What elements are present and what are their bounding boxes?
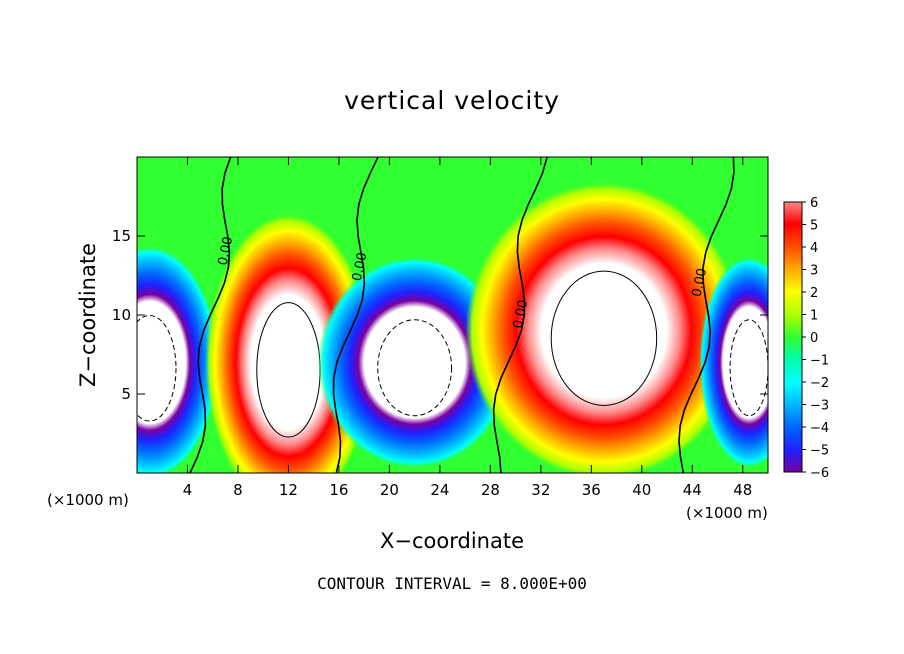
inner-contour <box>377 319 453 417</box>
y-axis-title: Z−coordinate <box>76 243 100 387</box>
x-tick-label: 32 <box>531 481 550 499</box>
y-tick-label: 15 <box>112 227 131 245</box>
x-tick-label: 8 <box>233 481 243 499</box>
plot-field: 0.00 0.00 0.00 0.00 <box>137 157 768 473</box>
inner-contour <box>137 314 177 422</box>
z-unit-label: (×1000 m) <box>47 491 129 509</box>
x-tick-label: 36 <box>582 481 601 499</box>
colorbar-ticks: 6 5 4 3 2 1 0 −1 −2 −3 −4 −5 −6 <box>802 196 829 481</box>
colorbar-tick-label: −5 <box>810 444 829 459</box>
colorbar-tick-label: 5 <box>810 219 818 234</box>
downdraft-cell <box>137 245 220 473</box>
contour-interval-label: CONTOUR INTERVAL = 8.000E+00 <box>317 574 587 593</box>
downdraft-cell <box>699 255 768 470</box>
x-tick-label: 20 <box>380 481 399 499</box>
colorbar-tick-label: −3 <box>810 399 829 414</box>
y-tick-label: 5 <box>121 385 131 403</box>
x-tick-label: 12 <box>279 481 298 499</box>
colorbar-tick-label: 6 <box>810 196 818 211</box>
x-tick-label: 44 <box>683 481 702 499</box>
x-tick-label: 40 <box>632 481 651 499</box>
colorbar-tick-label: 4 <box>810 241 818 256</box>
chart-title: vertical velocity <box>344 86 560 115</box>
x-tick-label: 24 <box>430 481 449 499</box>
y-tick-label: 10 <box>112 306 131 324</box>
colorbar-tick-label: 3 <box>810 264 818 279</box>
updraft-cell <box>465 181 743 473</box>
downdraft-cell <box>317 255 512 470</box>
colorbar-tick-label: 1 <box>810 309 818 324</box>
zero-contour-label: 0.00 <box>689 267 710 298</box>
colorbar-tick-label: −1 <box>810 354 829 369</box>
x-tick-label: 4 <box>183 481 193 499</box>
zero-contour <box>678 157 735 473</box>
y-axis: 5 10 15 <box>112 227 768 403</box>
zero-contour-label: 0.00 <box>511 299 532 330</box>
zero-contour <box>492 157 548 473</box>
colorbar-tick-label: 2 <box>810 286 818 301</box>
x-axis-title: X−coordinate <box>380 529 524 553</box>
inner-contour <box>729 319 768 417</box>
zero-contour <box>332 157 379 473</box>
x-unit-label: (×1000 m) <box>686 504 768 522</box>
zero-contour-label: 0.00 <box>216 235 237 266</box>
zero-contour-label: 0.00 <box>350 251 371 282</box>
colorbar-tick-label: 0 <box>810 331 818 346</box>
colorbar-tick-label: −2 <box>810 376 829 391</box>
colorbar <box>783 201 803 473</box>
x-tick-label: 28 <box>481 481 500 499</box>
colorbar-tick-label: −4 <box>810 421 829 436</box>
x-axis: 4 8 12 16 20 24 28 32 36 40 44 48 <box>183 157 752 499</box>
inner-contour <box>550 270 658 406</box>
x-tick-label: 16 <box>329 481 348 499</box>
x-tick-label: 48 <box>733 481 752 499</box>
zero-contour <box>189 157 232 473</box>
colorbar-tick-label: −6 <box>810 466 829 481</box>
